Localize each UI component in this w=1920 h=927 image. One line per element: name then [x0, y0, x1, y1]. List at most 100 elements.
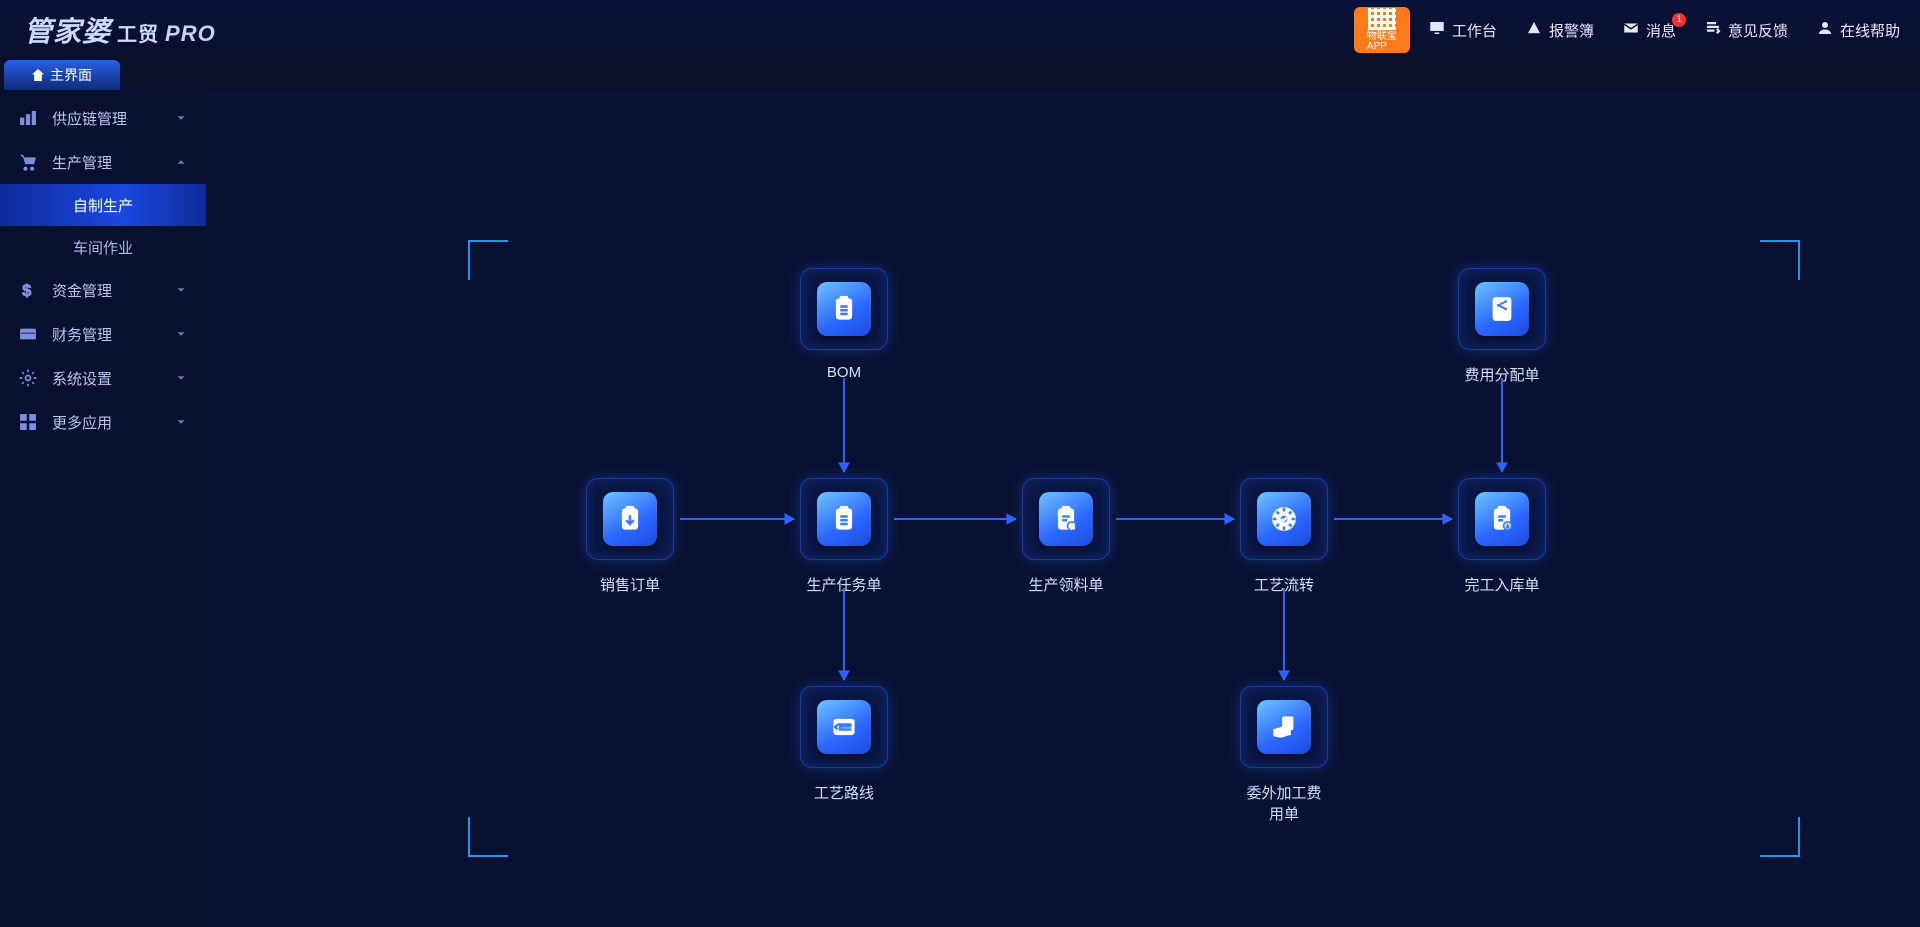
clip-badge-icon: 领 — [1039, 492, 1093, 546]
card-icon — [18, 324, 38, 344]
chevron-down-icon — [174, 415, 188, 429]
svg-text:$: $ — [22, 281, 32, 300]
clipboard-icon — [817, 492, 871, 546]
nav-workspace[interactable]: 工作台 — [1428, 19, 1497, 41]
chevron-down-icon — [174, 111, 188, 125]
nav-help[interactable]: 在线帮助 — [1816, 19, 1900, 41]
nav-feedback-label: 意见反馈 — [1728, 20, 1788, 41]
flow-node-cost[interactable]: 费用分配单 — [1458, 268, 1546, 385]
alert-icon — [1525, 19, 1543, 41]
flow-node-bom[interactable]: BOM — [800, 268, 888, 381]
frame-corner — [468, 817, 508, 857]
flow-node-finish[interactable]: 完工入库单 — [1458, 478, 1546, 595]
svg-text:领: 领 — [1069, 522, 1075, 530]
sidebar-production-submenu: 自制生产 车间作业 — [0, 184, 206, 268]
flow-node-tile: 领 — [1022, 478, 1110, 560]
flow-arrow — [836, 370, 852, 480]
sidebar: 供应链管理 生产管理 自制生产 车间作业 $ 资金管理 财务管理 — [0, 90, 206, 927]
chart-icon — [18, 108, 38, 128]
flow-node-task[interactable]: 生产任务单 — [800, 478, 888, 595]
app-download-badge[interactable]: 物联宝 APP — [1354, 7, 1410, 53]
flow-node-tile — [1458, 268, 1546, 350]
cart-icon — [18, 152, 38, 172]
sidebar-item-more[interactable]: 更多应用 — [0, 400, 206, 444]
clip-save-icon — [1475, 492, 1529, 546]
user-icon — [1816, 19, 1834, 41]
flow-canvas: BOM 费用分配单销售订单 生产任务单 领生产领料单 工艺流转完工入库单工艺路线 ¥ 委外加… — [206, 90, 1920, 927]
sidebar-item-funds[interactable]: $ 资金管理 — [0, 268, 206, 312]
sidebar-item-settings[interactable]: 系统设置 — [0, 356, 206, 400]
gear-icon — [1257, 492, 1311, 546]
topbar: 管家婆 工贸 PRO 物联宝 APP 工作台 报警簿 消息 1 意见反馈 在线帮… — [0, 0, 1920, 60]
sidebar-sub-label: 车间作业 — [73, 237, 133, 258]
sidebar-item-finance[interactable]: 财务管理 — [0, 312, 206, 356]
app-badge-label: 物联宝 APP — [1367, 32, 1397, 52]
sidebar-item-label: 生产管理 — [52, 152, 112, 173]
tab-main-label: 主界面 — [50, 65, 92, 85]
dollar-icon: $ — [18, 280, 38, 300]
flow-arrow — [836, 580, 852, 688]
sidebar-item-label: 系统设置 — [52, 368, 112, 389]
chevron-up-icon — [174, 155, 188, 169]
share-icon — [1475, 282, 1529, 336]
sidebar-item-label: 资金管理 — [52, 280, 112, 301]
flow-node-label: 销售订单 — [586, 574, 674, 595]
logo-sub: 工贸 — [117, 18, 159, 47]
nav-alerts[interactable]: 报警簿 — [1525, 19, 1594, 41]
sidebar-item-label: 财务管理 — [52, 324, 112, 345]
flow-node-label: 完工入库单 — [1458, 574, 1546, 595]
flow-node-route[interactable]: 工艺路线 — [800, 686, 888, 803]
flow-node-label: 生产领料单 — [1022, 574, 1110, 595]
sidebar-item-production[interactable]: 生产管理 — [0, 140, 206, 184]
tabstrip: 主界面 — [0, 60, 1920, 90]
flow-arrow — [1494, 370, 1510, 480]
nav-messages[interactable]: 消息 1 — [1622, 19, 1676, 41]
flow-node-tile — [800, 478, 888, 560]
frame-corner — [1760, 817, 1800, 857]
flow-arrow — [1326, 511, 1460, 527]
flow-node-tile — [586, 478, 674, 560]
flow-node-tile — [800, 686, 888, 768]
sidebar-item-label: 更多应用 — [52, 412, 112, 433]
main: 供应链管理 生产管理 自制生产 车间作业 $ 资金管理 财务管理 — [0, 90, 1920, 927]
sidebar-item-supply[interactable]: 供应链管理 — [0, 96, 206, 140]
nav-feedback[interactable]: 意见反馈 — [1704, 19, 1788, 41]
nav-alerts-label: 报警簿 — [1549, 20, 1594, 41]
flow-node-material[interactable]: 领生产领料单 — [1022, 478, 1110, 595]
sidebar-item-label: 供应链管理 — [52, 108, 127, 129]
clipboard-icon — [817, 282, 871, 336]
sidebar-sub-label: 自制生产 — [73, 195, 133, 216]
flow-node-sales[interactable]: 销售订单 — [586, 478, 674, 595]
flow-node-outsource[interactable]: ¥ 委外加工费用单 — [1240, 686, 1328, 824]
route-icon — [817, 700, 871, 754]
messages-count-badge: 1 — [1672, 13, 1686, 27]
logo-brand: 管家婆 — [24, 10, 111, 50]
qr-icon — [1368, 8, 1396, 30]
sidebar-sub-self-production[interactable]: 自制生产 — [0, 184, 206, 226]
flow-node-process[interactable]: 工艺流转 — [1240, 478, 1328, 595]
clip-down-icon — [603, 492, 657, 546]
nav-workspace-label: 工作台 — [1452, 20, 1497, 41]
flow-arrow — [886, 511, 1024, 527]
topnav: 工作台 报警簿 消息 1 意见反馈 在线帮助 — [1428, 19, 1900, 41]
nav-help-label: 在线帮助 — [1840, 20, 1900, 41]
frame-corner — [468, 240, 508, 280]
flow-node-tile: ¥ — [1240, 686, 1328, 768]
mail-icon — [1622, 19, 1640, 41]
logo-pro: PRO — [165, 21, 216, 47]
nav-messages-label: 消息 — [1646, 20, 1676, 41]
edit-icon — [1704, 19, 1722, 41]
flow-node-tile — [1458, 478, 1546, 560]
flow-node-label: 委外加工费用单 — [1240, 782, 1328, 824]
chevron-down-icon — [174, 283, 188, 297]
home-icon — [32, 69, 44, 81]
logo: 管家婆 工贸 PRO — [24, 10, 216, 50]
tab-main[interactable]: 主界面 — [4, 60, 120, 90]
flow-arrow — [1276, 580, 1292, 688]
flow-node-tile — [1240, 478, 1328, 560]
flow-arrow — [672, 511, 802, 527]
chevron-down-icon — [174, 327, 188, 341]
sidebar-sub-workshop[interactable]: 车间作业 — [0, 226, 206, 268]
frame-corner — [1760, 240, 1800, 280]
svg-text:¥: ¥ — [1285, 719, 1290, 729]
